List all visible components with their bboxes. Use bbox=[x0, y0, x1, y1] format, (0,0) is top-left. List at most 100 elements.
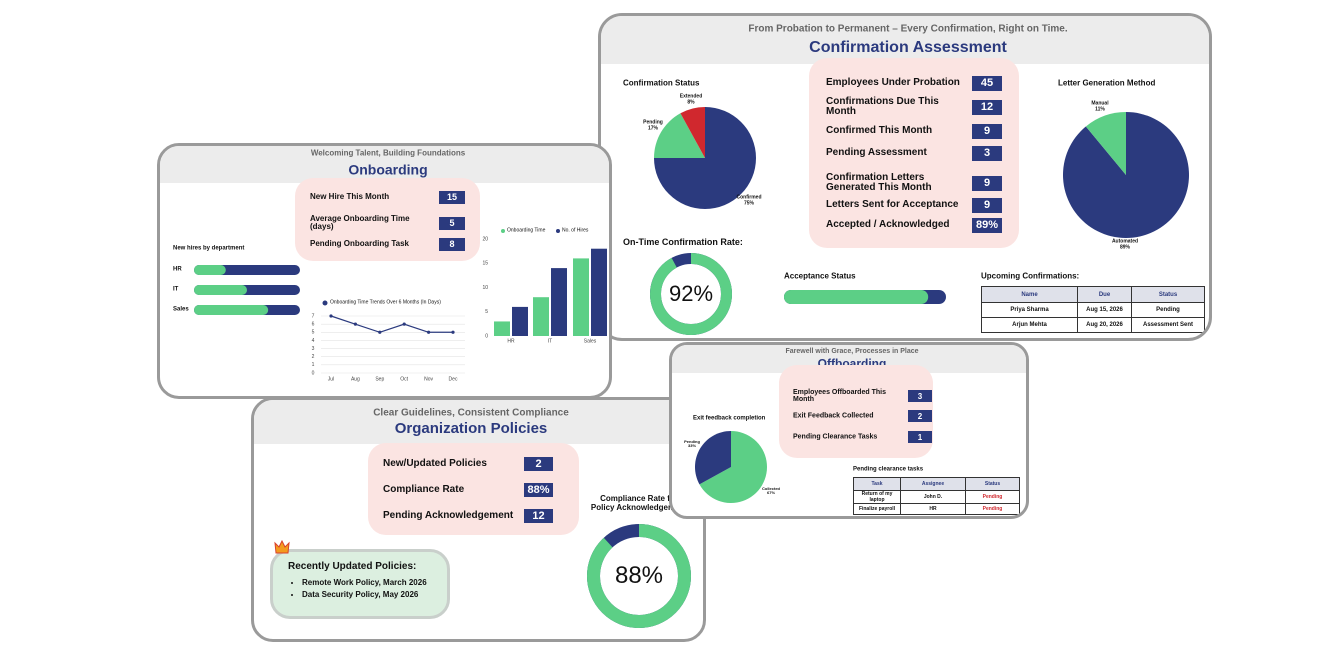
chart-title: Confirmation Status bbox=[623, 78, 700, 88]
y-tick-label: 5 bbox=[485, 309, 488, 315]
category-label: IT bbox=[173, 286, 179, 293]
header-cell: Due bbox=[1077, 286, 1132, 303]
tagline: Clear Guidelines, Consistent Compliance bbox=[373, 407, 569, 419]
bar bbox=[591, 248, 607, 336]
kpi-label: Employees Under Probation bbox=[826, 77, 960, 88]
table-title: Pending clearance tasks bbox=[853, 466, 924, 473]
kpi-label: Letters Sent for Acceptance bbox=[826, 199, 959, 210]
pie-slice bbox=[654, 113, 705, 158]
table-row: Return of my laptop John D. Pending bbox=[853, 490, 1020, 504]
y-tick-label: 2 bbox=[312, 354, 315, 360]
kpi-label: Accepted / Acknowledged bbox=[826, 219, 950, 230]
panel-title: Confirmation Assessment bbox=[809, 39, 1007, 57]
kpi-label: Confirmations Due This Month bbox=[826, 96, 939, 117]
kpi-label: Compliance Rate bbox=[383, 484, 465, 495]
table-cell: Arjun Mehta bbox=[981, 317, 1078, 333]
kpi-value: 5 bbox=[439, 216, 465, 230]
slice-value: 67% bbox=[766, 490, 776, 496]
y-tick-label: 1 bbox=[312, 362, 315, 368]
slice-value: 17% bbox=[647, 125, 659, 132]
kpi-value: 2 bbox=[908, 410, 932, 422]
bar bbox=[494, 321, 510, 336]
slice-value: 8% bbox=[687, 99, 695, 106]
bar bbox=[551, 268, 567, 336]
header-cell: Status bbox=[965, 477, 1020, 491]
slice-value: 33% bbox=[687, 443, 697, 449]
table-row: Arjun Mehta Aug 20, 2026 Assessment Sent bbox=[981, 317, 1205, 333]
y-tick-label: 3 bbox=[312, 346, 315, 352]
x-tick-label: Aug bbox=[351, 376, 360, 382]
header-cell: Name bbox=[981, 286, 1078, 303]
kpi-label: Employees Offboarded This Month bbox=[793, 389, 886, 403]
kpi-value: 8 bbox=[439, 237, 465, 251]
kpi-label: Exit Feedback Collected bbox=[793, 412, 874, 420]
slice-label: Pending bbox=[684, 438, 700, 444]
table-cell: Return of my laptop bbox=[853, 490, 901, 504]
kpi-value: 2 bbox=[524, 457, 553, 471]
recent-list: Remote Work Policy, March 2026Data Secur… bbox=[288, 577, 447, 601]
recent-item: Remote Work Policy, March 2026 bbox=[302, 577, 447, 589]
slice-label: Pending bbox=[643, 119, 663, 126]
table-cell: Pending bbox=[965, 503, 1020, 515]
donut-arc bbox=[650, 253, 732, 335]
kpi-label: Pending Onboarding Task bbox=[310, 239, 409, 248]
kpi-value: 1 bbox=[908, 431, 932, 443]
tagline: From Probation to Permanent – Every Conf… bbox=[748, 23, 1068, 35]
kpi-value: 9 bbox=[972, 123, 1002, 139]
y-tick-label: 20 bbox=[482, 236, 488, 242]
bar bbox=[512, 306, 528, 336]
legend-label: Onboarding Time bbox=[507, 227, 546, 234]
category-label: Sales bbox=[173, 306, 189, 313]
table-cell: Aug 15, 2026 bbox=[1077, 302, 1132, 318]
slice-label: Extended bbox=[679, 93, 703, 100]
chart-title: On-Time Confirmation Rate: bbox=[623, 237, 743, 248]
line-point bbox=[378, 330, 382, 334]
table-cell: Finalize payroll bbox=[853, 503, 901, 515]
header-band bbox=[160, 146, 609, 183]
donut-value: 88% bbox=[614, 561, 664, 589]
legend-marker bbox=[501, 229, 505, 233]
data-table: Name Due Status Priya Sharma Aug 15, 2026 Pen… bbox=[981, 286, 1205, 333]
kpi-value: 15 bbox=[439, 190, 465, 204]
header-cell: Status bbox=[1131, 286, 1205, 303]
line-point bbox=[353, 322, 357, 326]
legend-marker bbox=[556, 229, 560, 233]
line-point bbox=[329, 314, 333, 318]
pie-slice bbox=[1085, 112, 1126, 175]
recent-title: Recently Updated Policies: bbox=[288, 561, 417, 572]
table-cell: John D. bbox=[900, 490, 966, 504]
pie-slice bbox=[695, 431, 731, 485]
bar bbox=[194, 305, 269, 315]
kpi-box bbox=[779, 365, 933, 458]
header-row: Task Assignee Status bbox=[853, 477, 1020, 491]
line-series bbox=[330, 315, 453, 333]
recent-box: Recently Updated Policies: Remote Work Po… bbox=[270, 549, 450, 619]
offboarding-panel: Farewell with Grace, Processes in Place O… bbox=[669, 342, 1029, 519]
donut-value: 92% bbox=[668, 280, 714, 306]
slice-label: Automated bbox=[1111, 238, 1139, 245]
kpi-value: 3 bbox=[972, 145, 1002, 161]
legend-label: No. of Hires bbox=[562, 227, 589, 234]
slice-label: Manual bbox=[1091, 100, 1109, 107]
x-tick-label: Sep bbox=[375, 376, 384, 382]
x-tick-label: Nov bbox=[424, 376, 433, 382]
x-tick-label: Oct bbox=[400, 376, 408, 382]
y-tick-label: 7 bbox=[312, 313, 315, 319]
y-tick-label: 10 bbox=[482, 285, 488, 291]
table-cell: Priya Sharma bbox=[981, 302, 1078, 318]
y-tick-label: 4 bbox=[312, 338, 315, 344]
kpi-value: 89% bbox=[972, 217, 1002, 233]
kpi-value: 12 bbox=[524, 509, 553, 523]
table-title: Upcoming Confirmations: bbox=[981, 271, 1080, 281]
chart-title: Acceptance Status bbox=[784, 271, 856, 281]
chart-title: Compliance Rate for Policy Acknowledgeme… bbox=[590, 494, 688, 512]
table-cell: Pending bbox=[965, 490, 1020, 504]
x-tick-label: Jul bbox=[328, 376, 334, 382]
panel-graphics: 0 1 2 3 4 5 6 7 Jul Aug Sep Oct Nov Dec 0 5 10 15 20 HR IT Sa… bbox=[194, 229, 607, 382]
header-cell: Assignee bbox=[900, 477, 966, 491]
slice-value: 11% bbox=[1095, 106, 1105, 113]
table-cell: Aug 20, 2026 bbox=[1077, 317, 1132, 333]
line-point bbox=[402, 322, 406, 326]
panel-title: Onboarding bbox=[348, 161, 428, 178]
pie-slice bbox=[699, 431, 767, 503]
